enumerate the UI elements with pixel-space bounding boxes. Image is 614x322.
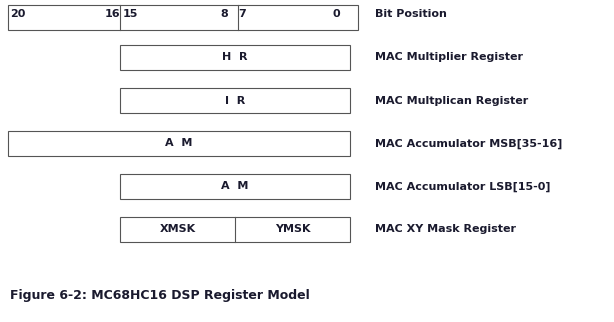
Text: MAC Accumulator LSB[15-0]: MAC Accumulator LSB[15-0] [375, 181, 551, 192]
Text: Bit Position: Bit Position [375, 9, 447, 19]
Bar [120, 88, 350, 113]
Text: MAC Multplican Register: MAC Multplican Register [375, 96, 528, 106]
Text: 7: 7 [238, 9, 246, 19]
Text: MAC Accumulator MSB[35-16]: MAC Accumulator MSB[35-16] [375, 138, 562, 149]
Text: 0: 0 [332, 9, 340, 19]
Text: 8: 8 [220, 9, 228, 19]
Bar [8, 131, 350, 156]
Bar [120, 45, 350, 70]
Bar [120, 174, 350, 199]
Text: YMSK: YMSK [274, 224, 310, 234]
Text: A  M: A M [221, 182, 249, 192]
Bar [8, 5, 358, 30]
Text: 16: 16 [104, 9, 120, 19]
Text: MAC Multiplier Register: MAC Multiplier Register [375, 52, 523, 62]
Text: A  M: A M [165, 138, 193, 148]
Text: H  R: H R [222, 52, 248, 62]
Text: 15: 15 [122, 9, 138, 19]
Bar [120, 217, 350, 242]
Text: MAC XY Mask Register: MAC XY Mask Register [375, 224, 516, 234]
Text: 20: 20 [10, 9, 26, 19]
Text: Figure 6-2: MC68HC16 DSP Register Model: Figure 6-2: MC68HC16 DSP Register Model [10, 289, 309, 301]
Text: XMSK: XMSK [160, 224, 196, 234]
Text: I  R: I R [225, 96, 245, 106]
